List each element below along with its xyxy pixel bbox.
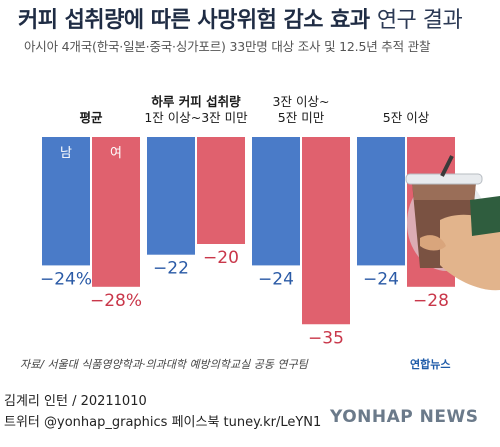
bar-female-3 [302,137,350,325]
bar-female-2 [197,137,245,244]
labels-layer: −24% 남 −28% 여 −22 −20 −24 −35 −24 −28 [40,146,449,348]
category-label-line: 5잔 미만 [277,110,325,125]
category-label-4: 5잔 이상 [382,110,430,125]
category-label-3: 3잔 이상~ 5잔 미만 [221,94,381,126]
watermark: YONHAP NEWS [330,407,479,427]
bar-female-1 [92,137,140,287]
bar-male-2 [147,137,195,255]
iced-coffee-icon [405,155,500,291]
byline: 김계리 인턴 / 20211010 [4,394,147,409]
social-links: 트위터 @yonhap_graphics 페이스북 tuney.kr/LeYN1 [4,415,322,430]
data-label: −24 [258,269,294,289]
bar-male-1 [42,137,90,266]
title-suffix: 연구 결과 [376,8,463,33]
data-label: −24% [40,269,92,289]
data-label: −20 [203,248,239,268]
category-label-line: 3잔 이상~ [272,94,330,109]
bar-male-3 [252,137,300,266]
data-label: −28 [413,291,449,311]
data-label: −28% [90,291,142,311]
category-label-2: 하루 커피 섭취량 1잔 이상~3잔 미만 [116,94,276,126]
brand-logo: 연합뉴스 [410,358,451,371]
chart-title: 커피 섭취량에 따른 사망위험 감소 효과 연구 결과 [18,2,463,34]
category-label-line: 하루 커피 섭취량 [151,94,241,109]
data-label: −22 [153,259,189,279]
legend-male: 남 [60,146,72,161]
category-label-line: 1잔 이상~3잔 미만 [144,110,248,125]
data-label: −24 [363,269,399,289]
bar-male-4 [357,137,405,266]
source-note: 자료/ 서울대 식품영양학과·의과대학 예방의학교실 공동 연구팀 [20,358,308,371]
category-label-1: 평균 [79,110,103,125]
data-label: −35 [308,328,344,348]
title-main-text: 커피 섭취량에 따른 사망위험 감소 효과 [18,8,370,33]
legend-female: 여 [110,146,122,161]
chart-subtitle: 아시아 4개국(한국·일본·중국·싱가포르) 33만명 대상 조사 및 12.5… [24,39,431,54]
